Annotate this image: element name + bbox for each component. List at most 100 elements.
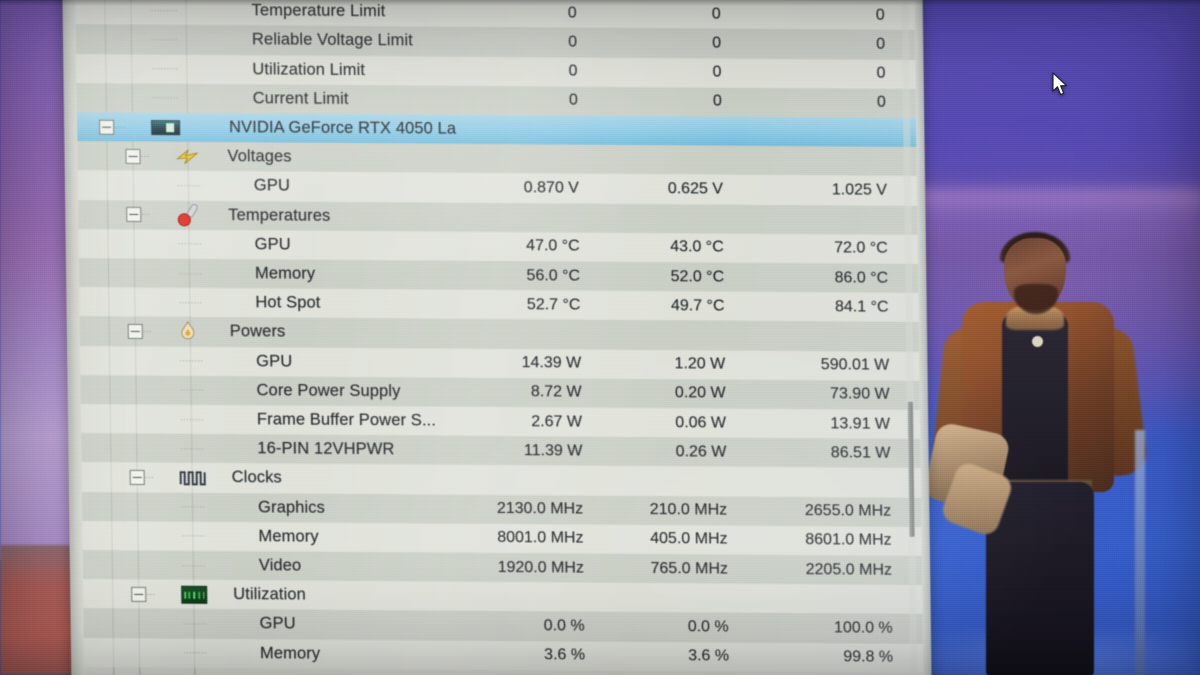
sensor-table[interactable]: Power Limit000Temperature Limit000Reliab…	[75, 0, 924, 675]
tree-gutter	[81, 433, 231, 463]
sensor-label: Utilization	[233, 585, 307, 604]
tree-connector	[180, 360, 205, 362]
sensor-value-minimum: 0	[712, 63, 722, 81]
tree-connector	[142, 214, 151, 216]
tree-expander-collapse[interactable]	[99, 119, 115, 135]
sensor-value-maximum: 86.51 W	[830, 444, 891, 462]
background-railing	[1135, 430, 1145, 675]
sensor-value-current: 0	[568, 91, 578, 109]
sensor-value-minimum: 0	[711, 5, 721, 23]
sensor-label: Core Power Supply	[256, 381, 401, 401]
tree-connector	[179, 272, 204, 275]
tree-gutter	[75, 0, 225, 26]
sensor-value-current: 8.72 W	[530, 383, 582, 401]
sensor-value-maximum: 13.91 W	[830, 414, 891, 433]
tree-connector	[182, 535, 207, 537]
sensor-value-minimum: 49.7 °C	[670, 296, 725, 315]
tree-connector	[147, 593, 156, 595]
tree-gutter	[77, 112, 227, 142]
sensor-value-minimum: 0.26 W	[675, 442, 727, 461]
sensor-value-current: 0	[568, 33, 578, 51]
tree-connector	[181, 448, 206, 450]
tree-gutter	[78, 229, 228, 259]
sensor-label: Current Limit	[252, 89, 349, 108]
tree-gutter	[79, 258, 229, 288]
sensor-label: Temperature Limit	[251, 1, 386, 21]
sensor-group-row[interactable]: Powers	[79, 316, 920, 352]
tree-gutter	[82, 492, 232, 522]
sensor-row[interactable]: Memory 3.6 % 3.6 % 99.8 %	[83, 637, 924, 673]
tree-gutter	[81, 404, 231, 434]
sensor-value-maximum: 2205.0 MHz	[805, 560, 893, 579]
tree-expander-collapse[interactable]	[127, 323, 143, 339]
sensor-value-current	[462, 596, 612, 597]
tree-connector	[143, 330, 152, 333]
sensor-label: Hot Spot	[255, 293, 321, 313]
sensor-label: NVIDIA GeForce RTX 4050 Lap...	[229, 118, 457, 138]
sensor-group-row[interactable]: Voltages	[77, 141, 917, 177]
sensor-value-minimum: 765.0 MHz	[650, 559, 729, 578]
sensor-value-minimum: 0.625 V	[667, 180, 724, 198]
sensor-value-current: 0.870 V	[523, 179, 580, 197]
sensor-value-current: 14.39 W	[521, 354, 582, 372]
tree-gutter	[83, 579, 233, 609]
sensor-value-maximum: 99.8 %	[843, 648, 894, 666]
sensor-value-minimum	[609, 335, 759, 336]
sensor-value-current: 52.7 °C	[526, 295, 581, 314]
background-horizon	[905, 192, 1200, 218]
sensor-label: Video	[258, 556, 302, 575]
tree-gutter	[80, 346, 230, 376]
hwinfo-sensor-window[interactable]: Power Limit000Temperature Limit000Reliab…	[62, 0, 933, 675]
sensor-group-row[interactable]: Clocks	[81, 462, 922, 498]
sensor-value-maximum: 86.0 °C	[834, 268, 889, 287]
sensor-value-current: 47.0 °C	[526, 237, 580, 255]
tree-connector	[179, 302, 204, 304]
sensor-value-maximum: 0	[876, 35, 886, 53]
sensor-value-maximum	[756, 131, 916, 132]
sensor-value-minimum: 43.0 °C	[670, 238, 724, 256]
sensor-value-current	[459, 334, 609, 335]
sensor-label: Reliable Voltage Limit	[251, 30, 414, 50]
sensor-value-minimum: 210.0 MHz	[649, 501, 728, 519]
tree-connector	[151, 9, 178, 12]
tree-gutter	[83, 608, 233, 638]
tree-gutter	[78, 170, 228, 200]
square-wave-icon	[179, 469, 206, 486]
sensor-value-current: 2.67 W	[531, 412, 583, 431]
tree-expander-collapse[interactable]	[131, 586, 147, 602]
sensor-value-maximum: 2655.0 MHz	[804, 502, 892, 520]
character-pendant	[1032, 336, 1043, 347]
tree-connector	[145, 476, 154, 479]
sensor-value-current: 0	[567, 4, 577, 22]
tree-connector	[151, 39, 178, 41]
sensor-value-minimum: 0	[712, 34, 722, 52]
sensor-group-row[interactable]: Temperatures	[78, 199, 918, 235]
tree-expander-collapse[interactable]	[126, 207, 142, 223]
tree-connector	[182, 506, 207, 508]
tree-gutter	[78, 200, 228, 230]
sensor-label: 16-PIN 12VHPWR	[257, 439, 395, 459]
sensor-label: GPU	[256, 351, 293, 371]
tree-expander-collapse[interactable]	[129, 469, 145, 485]
sensor-value-maximum: 8601.0 MHz	[805, 531, 892, 550]
sensor-value-current	[461, 480, 611, 481]
character-legs	[986, 482, 1094, 675]
sensor-value-maximum: 73.90 W	[829, 385, 890, 404]
sensor-label: Temperatures	[228, 205, 331, 225]
sensor-label: Graphics	[257, 497, 326, 517]
tree-expander-collapse[interactable]	[125, 148, 141, 164]
lightning-bolt-icon	[175, 148, 199, 166]
sensor-label: GPU	[254, 235, 291, 254]
sensor-value-current: 3.6 %	[544, 646, 586, 664]
tree-connector	[177, 185, 202, 187]
sensor-label: Memory	[258, 527, 319, 546]
sensor-label: Memory	[259, 643, 321, 663]
sensor-value-current	[457, 217, 607, 218]
thermometer-icon	[176, 203, 202, 227]
tree-gutter	[77, 141, 227, 171]
sensor-label: Powers	[229, 322, 286, 341]
tree-gutter	[83, 550, 233, 580]
sensor-value-maximum: 100.0 %	[833, 619, 893, 637]
graph-icon	[181, 585, 208, 604]
sensor-value-maximum	[757, 219, 917, 220]
